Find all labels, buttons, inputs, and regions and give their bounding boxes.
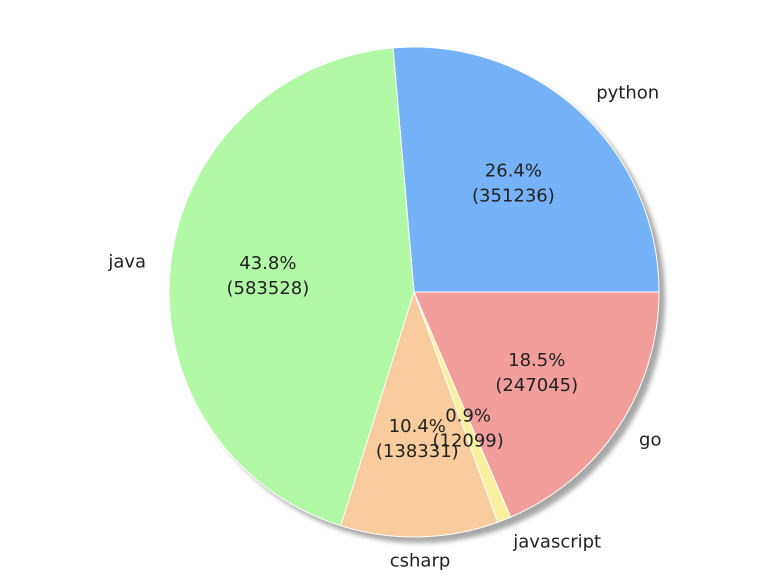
slice-label-go: go [639,429,661,450]
slice-label-csharp: csharp [390,550,451,571]
pie-slice-python [392,46,660,293]
slice-percent-javascript: 0.9% [445,406,491,427]
pie-labels: python 26.4% (351236) java 43.8% (583528) csha… [107,82,661,571]
pie-slice-go [413,291,660,518]
slice-label-python: python [596,82,659,103]
slice-value-java: (583528) [226,278,309,299]
slice-value-csharp: (138331) [376,441,459,462]
slice-percent-csharp: 10.4% [389,416,446,437]
slice-percent-java: 43.8% [239,253,296,274]
slice-label-java: java [107,252,146,273]
pie-slice-java [168,47,415,527]
pie-slice-csharp [340,290,499,538]
pie-slices [168,46,660,538]
slice-label-javascript: javascript [512,532,601,553]
slice-value-javascript: (12099) [432,431,503,452]
slice-percent-python: 26.4% [485,161,542,182]
slice-percent-go: 18.5% [508,350,565,371]
slice-value-python: (351236) [472,186,555,207]
slice-value-go: (247045) [495,375,578,396]
